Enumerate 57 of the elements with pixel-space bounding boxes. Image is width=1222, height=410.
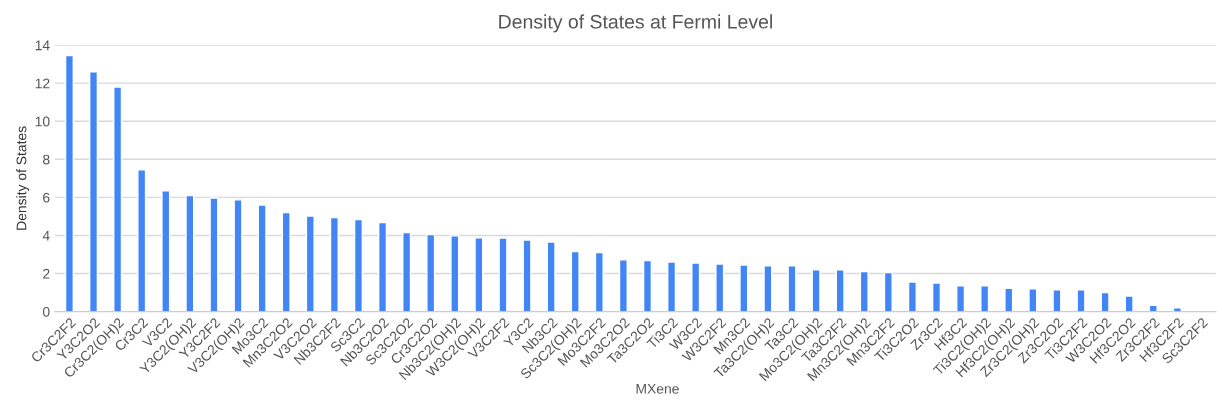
chart-title: Density of States at Fermi Level: [499, 14, 772, 33]
bar: [570, 250, 580, 312]
x-axis-title: MXene: [636, 384, 679, 394]
bar: [763, 265, 773, 312]
bar: [1052, 289, 1062, 312]
y-tick-label: 2: [43, 268, 50, 279]
y-axis-title: Density of States: [16, 126, 30, 230]
bar: [522, 239, 532, 312]
bar: [353, 218, 364, 312]
y-tick-label: 8: [43, 154, 50, 165]
bar: [402, 231, 412, 312]
bar: [715, 263, 725, 312]
bar: [233, 199, 243, 312]
bar: [1172, 307, 1182, 312]
bar: [377, 221, 388, 312]
bar: [88, 71, 99, 312]
bar: [667, 261, 677, 312]
bar: [835, 269, 845, 312]
bar: [618, 259, 628, 312]
bar: [305, 215, 315, 312]
bar: [691, 262, 701, 312]
bar: [739, 264, 749, 312]
bar: [787, 265, 797, 312]
bar: [185, 194, 195, 312]
bar: [811, 269, 821, 312]
bar: [642, 259, 653, 312]
y-tick-label: 12: [35, 78, 50, 89]
bar: [64, 54, 74, 312]
bar: [474, 237, 484, 312]
bar: [546, 241, 556, 312]
bar: [883, 271, 893, 312]
y-tick-label: 10: [35, 116, 50, 127]
bar: [956, 285, 966, 312]
bar: [498, 237, 508, 312]
bar: [209, 197, 219, 312]
bar: [931, 282, 942, 312]
y-tick-label: 0: [42, 306, 50, 317]
y-tick-label: 14: [35, 40, 50, 51]
bar: [1004, 287, 1014, 312]
bar: [281, 211, 291, 312]
bar: [1076, 289, 1086, 312]
bar: [594, 251, 604, 312]
bar: [859, 270, 869, 312]
bar: [113, 86, 123, 312]
bar: [257, 204, 267, 312]
bar: [450, 235, 460, 312]
bar: [980, 285, 990, 312]
bar: [907, 281, 917, 312]
bar: [329, 216, 339, 312]
bar: [1028, 288, 1038, 312]
bar: [426, 233, 436, 312]
y-tick-label: 4: [42, 230, 50, 241]
bar: [1124, 295, 1134, 312]
bar: [1100, 291, 1110, 312]
bar: [137, 169, 147, 312]
y-tick-label: 6: [43, 192, 50, 203]
bar: [161, 190, 171, 312]
